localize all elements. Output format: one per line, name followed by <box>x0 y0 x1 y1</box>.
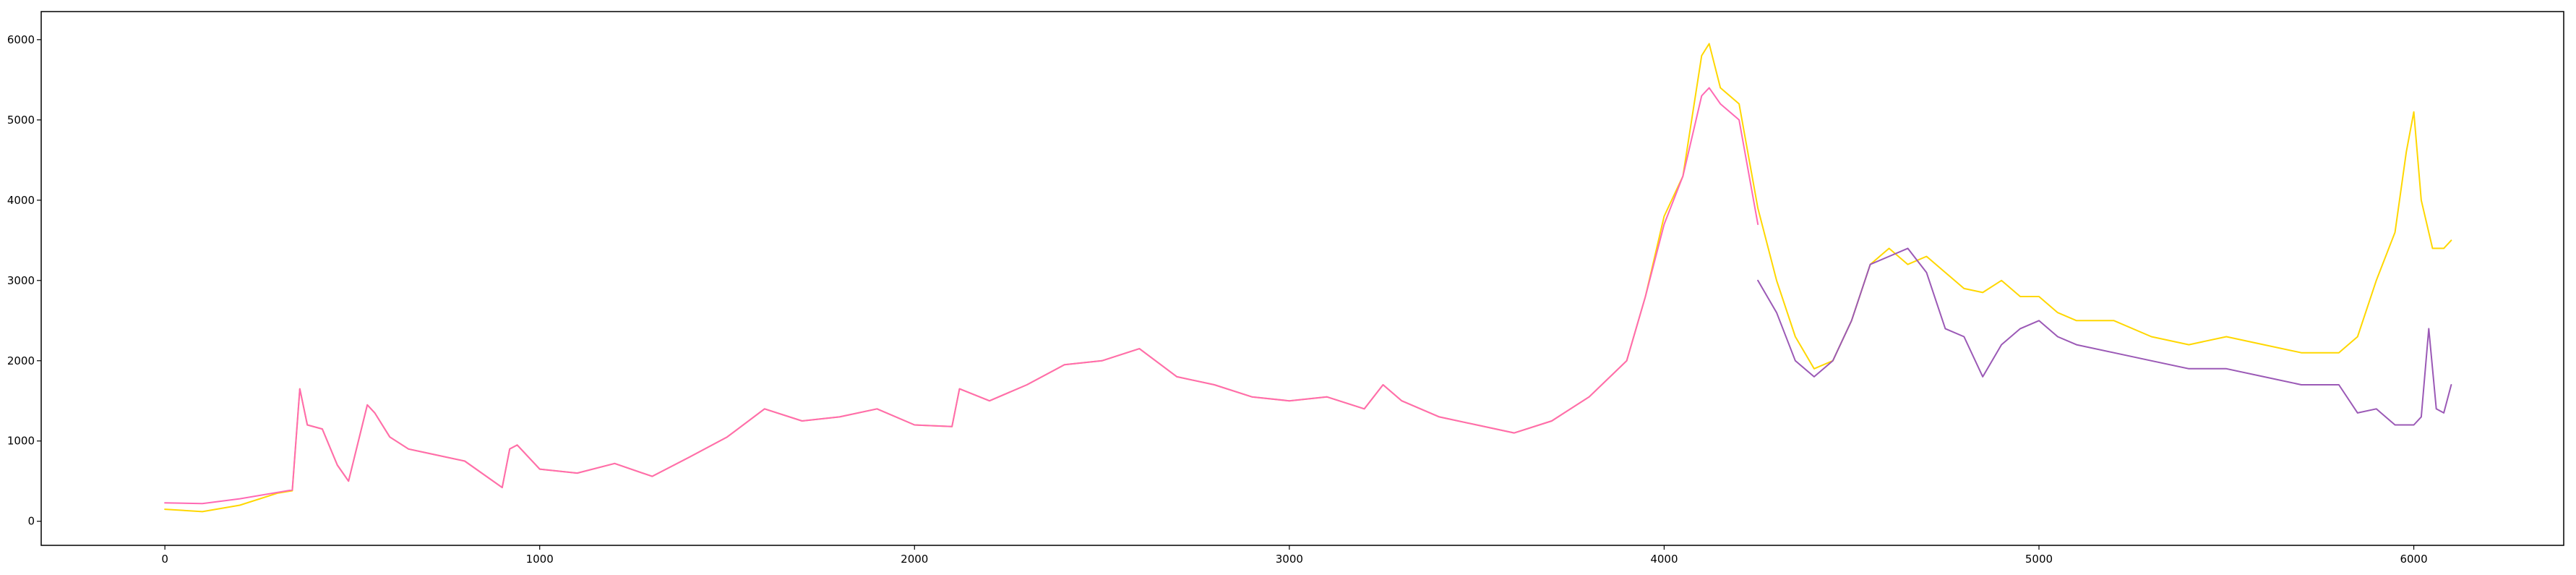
series-line-2 <box>1757 247 2452 426</box>
y-tick-label: 2000 <box>7 354 35 367</box>
y-axis: 0 1000 2000 3000 4000 5000 6000 <box>7 33 41 528</box>
x-axis: 0 1000 2000 3000 4000 5000 6000 <box>161 545 2428 566</box>
x-tick-label: 3000 <box>1276 553 1303 566</box>
y-tick-label: 3000 <box>7 274 35 287</box>
series-layer <box>164 43 2452 513</box>
y-tick-label: 6000 <box>7 33 35 46</box>
x-tick-label: 6000 <box>2400 553 2427 566</box>
x-tick-label: 5000 <box>2025 553 2053 566</box>
plot-area <box>40 11 2564 546</box>
x-tick-label: 2000 <box>901 553 928 566</box>
x-tick-label: 4000 <box>1650 553 1678 566</box>
x-tick-label: 0 <box>161 553 168 566</box>
y-tick-label: 0 <box>27 515 35 528</box>
y-tick-label: 4000 <box>7 194 35 207</box>
series-line-3 <box>164 87 1759 505</box>
x-tick-label: 1000 <box>526 553 554 566</box>
y-tick-label: 5000 <box>7 114 35 127</box>
y-tick-label: 1000 <box>7 435 35 448</box>
